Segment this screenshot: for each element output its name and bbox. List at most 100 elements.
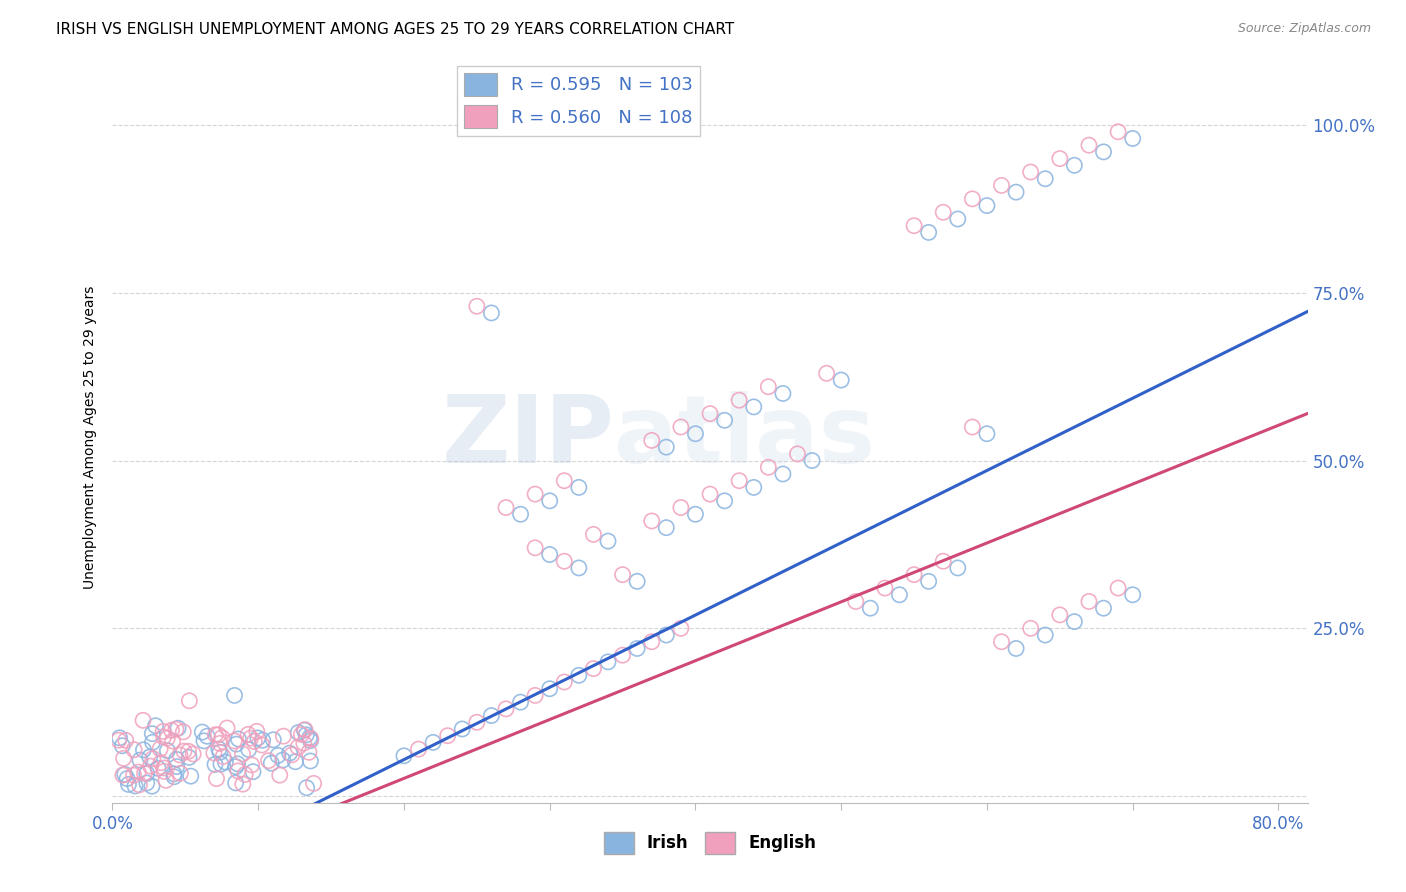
Point	[408, 742, 430, 756]
Point	[208, 736, 231, 750]
Point	[641, 514, 664, 528]
Point	[141, 727, 163, 741]
Point	[149, 742, 172, 756]
Point	[202, 746, 225, 760]
Point	[232, 747, 254, 761]
Point	[215, 721, 238, 735]
Point	[114, 733, 136, 747]
Point	[290, 727, 312, 741]
Point	[239, 731, 262, 746]
Point	[141, 779, 163, 793]
Point	[262, 732, 284, 747]
Point	[655, 628, 678, 642]
Point	[146, 761, 169, 775]
Point	[112, 751, 135, 765]
Point	[538, 493, 561, 508]
Point	[1092, 145, 1115, 159]
Point	[524, 541, 547, 555]
Point	[225, 776, 247, 790]
Point	[481, 306, 503, 320]
Text: IRISH VS ENGLISH UNEMPLOYMENT AMONG AGES 25 TO 29 YEARS CORRELATION CHART: IRISH VS ENGLISH UNEMPLOYMENT AMONG AGES…	[56, 22, 734, 37]
Legend: Irish, English: Irish, English	[598, 826, 823, 860]
Point	[669, 621, 692, 635]
Point	[207, 728, 229, 742]
Point	[153, 761, 176, 775]
Point	[801, 453, 824, 467]
Point	[626, 574, 648, 589]
Point	[553, 554, 575, 568]
Point	[1107, 581, 1129, 595]
Point	[830, 373, 852, 387]
Point	[134, 766, 156, 780]
Point	[742, 480, 765, 494]
Point	[156, 744, 179, 758]
Point	[240, 758, 263, 772]
Point	[212, 749, 235, 764]
Point	[167, 721, 190, 735]
Point	[917, 226, 939, 240]
Text: Source: ZipAtlas.com: Source: ZipAtlas.com	[1237, 22, 1371, 36]
Point	[509, 508, 531, 522]
Point	[538, 548, 561, 562]
Point	[990, 178, 1012, 193]
Point	[278, 746, 301, 760]
Point	[108, 731, 131, 745]
Point	[713, 413, 735, 427]
Point	[1107, 125, 1129, 139]
Point	[786, 447, 808, 461]
Point	[392, 748, 415, 763]
Point	[553, 474, 575, 488]
Point	[177, 744, 200, 758]
Point	[538, 681, 561, 696]
Point	[208, 742, 231, 756]
Point	[596, 655, 619, 669]
Point	[225, 759, 247, 773]
Point	[252, 733, 274, 747]
Point	[160, 723, 183, 738]
Point	[273, 729, 295, 743]
Point	[641, 634, 664, 648]
Point	[225, 737, 247, 751]
Point	[173, 744, 195, 758]
Point	[242, 764, 264, 779]
Point	[699, 407, 721, 421]
Point	[1078, 594, 1101, 608]
Point	[299, 754, 322, 768]
Point	[267, 748, 290, 763]
Point	[976, 198, 998, 212]
Point	[132, 743, 155, 757]
Point	[139, 759, 162, 773]
Point	[596, 534, 619, 549]
Point	[509, 695, 531, 709]
Point	[524, 487, 547, 501]
Point	[699, 487, 721, 501]
Point	[204, 728, 226, 742]
Point	[226, 756, 249, 771]
Point	[1049, 152, 1071, 166]
Point	[181, 747, 204, 761]
Point	[903, 567, 925, 582]
Text: ZIP: ZIP	[441, 391, 614, 483]
Point	[612, 567, 634, 582]
Point	[1122, 131, 1144, 145]
Point	[246, 724, 269, 739]
Point	[149, 756, 172, 770]
Point	[641, 434, 664, 448]
Point	[436, 729, 458, 743]
Point	[292, 736, 315, 750]
Point	[685, 426, 707, 441]
Point	[1078, 138, 1101, 153]
Point	[138, 750, 160, 764]
Point	[180, 769, 202, 783]
Point	[169, 766, 191, 780]
Point	[152, 724, 174, 739]
Point	[142, 751, 165, 765]
Point	[859, 601, 882, 615]
Point	[917, 574, 939, 589]
Point	[208, 745, 231, 759]
Point	[195, 729, 218, 743]
Point	[962, 420, 984, 434]
Point	[655, 521, 678, 535]
Point	[238, 742, 260, 756]
Point	[756, 380, 779, 394]
